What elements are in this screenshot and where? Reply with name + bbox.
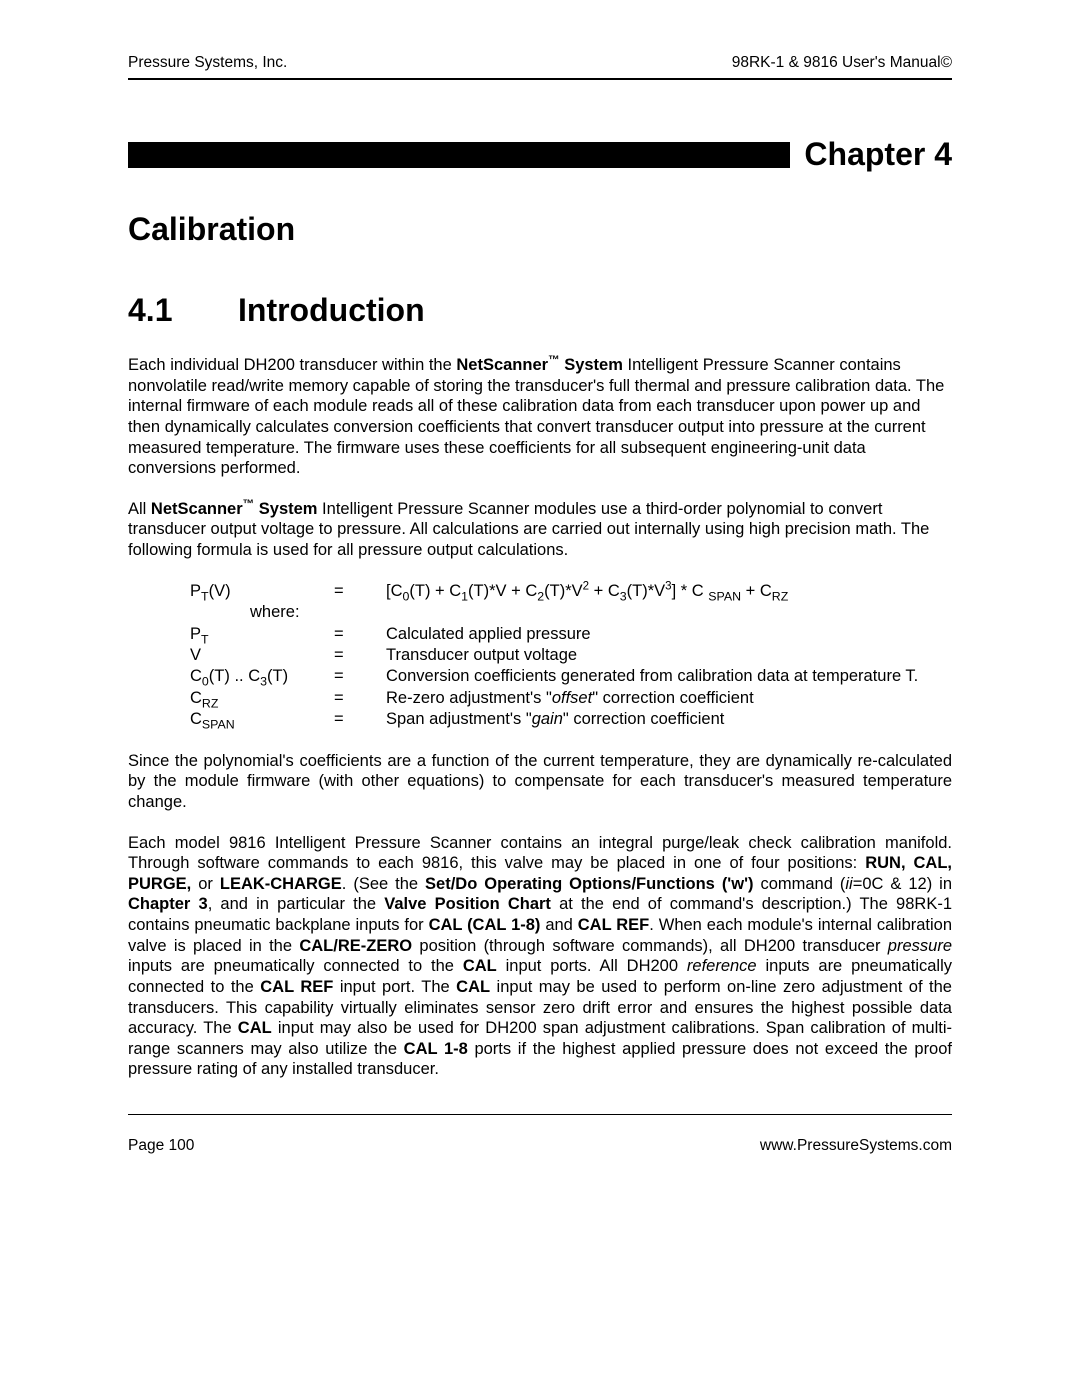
formula-table: PT(V) = [C0(T) + C1(T)*V + C2(T)*V2 + C3… [190,581,788,624]
netscanner-brand: NetScanner™ System [456,356,623,374]
page-header: Pressure Systems, Inc. 98RK-1 & 9816 Use… [128,54,952,72]
intro-para-4: Each model 9816 Intelligent Pressure Sca… [128,833,952,1081]
section-heading: 4.1 Introduction [128,292,952,329]
formula-block: PT(V) = [C0(T) + C1(T)*V + C2(T)*V2 + C3… [190,581,952,731]
header-right: 98RK-1 & 9816 User's Manual© [732,54,952,72]
section-title: Introduction [238,292,425,329]
formula-def-eq: = [334,709,386,730]
chapter-label: Chapter 4 [804,136,952,173]
intro-para-1: Each individual DH200 transducer within … [128,355,952,479]
formula-def-symbol: CSPAN [190,709,334,730]
formula-def-desc: Span adjustment's "gain" correction coef… [386,709,918,730]
section-number: 4.1 [128,292,238,329]
intro-para-2: All NetScanner™ System Intelligent Press… [128,499,952,561]
formula-rhs: [C0(T) + C1(T)*V + C2(T)*V2 + C3(T)*V3] … [386,581,788,602]
formula-where-row: where: [190,602,788,623]
formula-def-desc: Transducer output voltage [386,645,918,666]
formula-def-desc: Conversion coefficients generated from c… [386,666,918,687]
formula-def-symbol: V [190,645,334,666]
formula-def-row: CSPAN=Span adjustment's "gain" correctio… [190,709,918,730]
footer-left: Page 100 [128,1137,194,1155]
formula-def-eq: = [334,688,386,709]
formula-def-row: CRZ=Re-zero adjustment's "offset" correc… [190,688,918,709]
footer-rule [128,1114,952,1115]
formula-where-label: where: [190,602,334,623]
formula-main-row: PT(V) = [C0(T) + C1(T)*V + C2(T)*V2 + C3… [190,581,788,602]
formula-def-eq: = [334,645,386,666]
header-rule [128,78,952,80]
formula-def-desc: Calculated applied pressure [386,624,918,645]
formula-def-eq: = [334,624,386,645]
formula-def-symbol: CRZ [190,688,334,709]
formula-def-symbol: C0(T) .. C3(T) [190,666,334,687]
page-footer: Page 100 www.PressureSystems.com [128,1137,952,1155]
formula-lhs: PT(V) [190,581,334,602]
formula-def-row: C0(T) .. C3(T)=Conversion coefficients g… [190,666,918,687]
formula-def-row: PT=Calculated applied pressure [190,624,918,645]
footer-right: www.PressureSystems.com [760,1137,952,1155]
formula-def-eq: = [334,666,386,687]
header-left: Pressure Systems, Inc. [128,54,287,72]
netscanner-brand: NetScanner™ System [151,500,318,518]
formula-defs: PT=Calculated applied pressureV=Transduc… [190,624,918,731]
formula-def-desc: Re-zero adjustment's "offset" correction… [386,688,918,709]
formula-def-row: V=Transducer output voltage [190,645,918,666]
page-title: Calibration [128,211,952,248]
formula-eq: = [334,581,386,602]
intro-para-3: Since the polynomial's coefficients are … [128,751,952,813]
chapter-banner: Chapter 4 [128,136,952,173]
chapter-bar [128,142,790,168]
formula-def-symbol: PT [190,624,334,645]
